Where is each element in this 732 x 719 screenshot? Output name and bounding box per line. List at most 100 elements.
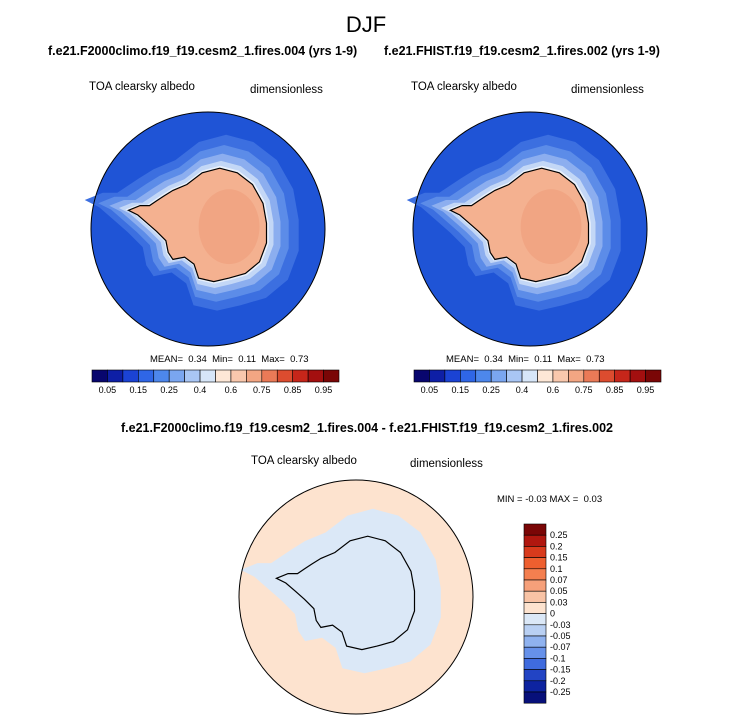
diff-min-label: MIN = <box>497 494 523 505</box>
right-colorbar-tick-label: 0.95 <box>637 385 655 395</box>
diff-colorbar-tick-label: -0.07 <box>550 642 571 652</box>
right-colorbar-box-4 <box>475 369 492 383</box>
diff-colorbar-box-8 <box>523 613 547 626</box>
right-colorbar-box-6 <box>506 369 523 383</box>
right-colorbar-box-8 <box>537 369 554 383</box>
diff-colorbar-tick-label: -0.15 <box>550 665 571 675</box>
diff-colorbar-box-10 <box>523 635 547 648</box>
diff-colorbar-box-0 <box>523 523 547 536</box>
left-colorbar-tick-label: 0.85 <box>284 385 302 395</box>
left-colorbar-box-10 <box>246 369 263 383</box>
right-colorbar-box-7 <box>521 369 538 383</box>
right-min-value: 0.11 <box>534 354 552 365</box>
left-mean-value: 0.34 <box>188 354 207 365</box>
left-colorbar-box-3 <box>138 369 155 383</box>
diff-colorbar-tick-label: 0.1 <box>550 564 563 574</box>
left-colorbar-box-4 <box>153 369 170 383</box>
diff-colorbar-tick-label: -0.03 <box>550 620 571 630</box>
diff-colorbar-tick-label: 0.2 <box>550 541 563 551</box>
right-colorbar-tick-label: 0.75 <box>575 385 593 395</box>
left-colorbar-tick-label: 0.25 <box>160 385 178 395</box>
right-colorbar-box-3 <box>460 369 477 383</box>
left-case-title: f.e21.F2000climo.f19_f19.cesm2_1.fires.0… <box>48 44 358 58</box>
diff-colorbar-box-7 <box>523 602 547 614</box>
diff-colorbar-box-6 <box>523 590 547 603</box>
right-colorbar-tick-label: 0.25 <box>482 385 500 395</box>
diff-colorbar-box-1 <box>523 534 547 547</box>
left-colorbar-box-11 <box>261 369 278 383</box>
right-case-title: f.e21.FHIST.f19_f19.cesm2_1.fires.002 (y… <box>384 44 660 58</box>
right-colorbar-tick-label: 0.6 <box>547 385 560 395</box>
left-mean-label: MEAN= <box>150 354 183 365</box>
left-colorbar-box-7 <box>199 369 216 383</box>
diff-colorbar-box-11 <box>523 646 547 659</box>
left-colorbar-tick-label: 0.6 <box>225 385 238 395</box>
right-colorbar-tick-label: 0.85 <box>606 385 624 395</box>
diff-colorbar-box-14 <box>523 680 547 693</box>
diff-units: dimensionless <box>410 458 483 470</box>
left-colorbar-box-12 <box>276 369 293 383</box>
right-colorbar-box-12 <box>598 369 615 383</box>
page-title: DJF <box>345 12 387 37</box>
diff-map <box>238 479 474 715</box>
right-colorbar-box-9 <box>552 369 569 383</box>
left-colorbar-box-1 <box>107 369 124 383</box>
right-colorbar-box-11 <box>583 369 600 383</box>
diff-map-border <box>238 479 474 715</box>
diff-stats: MIN = -0.03 MAX = 0.03 <box>497 494 602 505</box>
left-map-border <box>90 111 326 347</box>
right-ice-plateau <box>520 189 582 265</box>
diff-colorbar-tick-label: -0.25 <box>550 687 571 697</box>
left-ice-plateau <box>198 189 260 265</box>
diff-max-label: MAX = <box>549 494 579 505</box>
right-map-border <box>412 111 648 347</box>
right-min-label: Min= <box>508 354 529 365</box>
right-mean-value: 0.34 <box>484 354 503 365</box>
diff-colorbar-tick-label: -0.1 <box>550 653 566 663</box>
left-colorbar-box-5 <box>168 369 185 383</box>
left-colorbar-box-15 <box>323 369 340 383</box>
diff-min-value: -0.03 <box>525 494 547 505</box>
diff-var-title: TOA clearsky albedo <box>251 455 357 467</box>
diff-colorbar-box-13 <box>523 669 547 682</box>
diff-colorbar-box-9 <box>523 624 547 637</box>
right-var-title: TOA clearsky albedo <box>411 81 517 93</box>
right-mean-label: MEAN= <box>446 354 479 365</box>
left-units: dimensionless <box>250 84 323 96</box>
diff-colorbar-tick-label: 0.05 <box>550 586 568 596</box>
diff-max-value: 0.03 <box>583 494 603 505</box>
diff-colorbar-tick-label: -0.2 <box>550 676 566 686</box>
diff-case-title: f.e21.F2000climo.f19_f19.cesm2_1.fires.0… <box>121 421 613 435</box>
right-stats: MEAN= 0.34 Min= 0.11 Max= 0.73 <box>446 354 605 365</box>
right-colorbar-box-2 <box>444 369 461 383</box>
diff-colorbar-tick-label: 0.15 <box>550 553 568 563</box>
diff-antarctica <box>274 535 416 651</box>
left-colorbar-box-13 <box>292 369 309 383</box>
left-colorbar-box-6 <box>184 369 201 383</box>
left-map <box>84 111 326 347</box>
left-colorbar-box-14 <box>307 369 324 383</box>
left-colorbar-tick-label: 0.15 <box>130 385 148 395</box>
left-colorbar-box-9 <box>230 369 247 383</box>
left-max-value: 0.73 <box>290 354 309 365</box>
right-map <box>406 111 648 347</box>
diff-colorbar-tick-label: 0 <box>550 609 555 619</box>
right-colorbar-tick-label: 0.15 <box>452 385 470 395</box>
left-colorbar-tick-label: 0.75 <box>253 385 271 395</box>
right-colorbar-box-5 <box>490 369 507 383</box>
diff-colorbar-box-15 <box>523 691 547 704</box>
left-colorbar-tick-label: 0.95 <box>315 385 333 395</box>
right-units: dimensionless <box>571 84 644 96</box>
diff-colorbar-box-5 <box>523 579 547 592</box>
left-colorbar-tick-label: 0.05 <box>99 385 117 395</box>
right-colorbar-box-10 <box>568 369 585 383</box>
left-colorbar-box-0 <box>91 369 108 383</box>
left-min-value: 0.11 <box>238 354 256 365</box>
left-var-title: TOA clearsky albedo <box>89 81 195 93</box>
right-colorbar-box-13 <box>614 369 631 383</box>
left-colorbar-box-8 <box>215 369 232 383</box>
right-colorbar-box-0 <box>413 369 430 383</box>
left-colorbar-tick-label: 0.4 <box>194 385 207 395</box>
diff-colorbar-tick-label: 0.07 <box>550 575 568 585</box>
right-colorbar-box-1 <box>429 369 446 383</box>
